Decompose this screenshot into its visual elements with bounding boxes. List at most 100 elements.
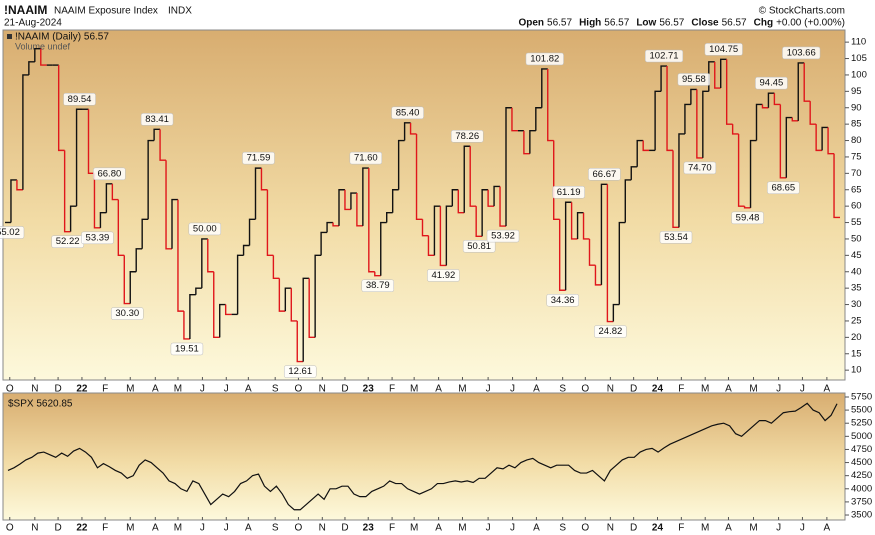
step-segment	[415, 133, 423, 220]
x-tick-label: A	[533, 523, 540, 534]
step-segment	[141, 218, 149, 249]
step-segment	[284, 287, 292, 312]
step-segment	[356, 193, 363, 227]
step-segment	[69, 205, 77, 232]
value-label-box	[704, 43, 743, 56]
y-tick-label: 3750	[851, 496, 872, 507]
step-segment	[618, 221, 626, 305]
step-segment	[636, 139, 644, 167]
x-tick-label: S	[272, 384, 279, 395]
y-tick-label: 20	[851, 332, 862, 343]
step-segment	[755, 103, 763, 141]
step-segment	[731, 124, 739, 135]
x-tick-label: M	[701, 384, 709, 395]
stat-label: Low	[636, 18, 656, 29]
stat-value: 56.57	[659, 18, 684, 29]
step-segment	[827, 127, 835, 155]
x-tick-label: 24	[652, 384, 664, 395]
step-segment	[797, 62, 805, 121]
y-tick-label: 5500	[851, 405, 872, 416]
value-label-box	[486, 229, 520, 243]
step-segment	[93, 173, 101, 229]
value-label: 12.61	[288, 366, 312, 377]
y-tick-label: 4500	[851, 457, 872, 468]
stat-label: High	[579, 18, 601, 29]
x-tick-label: J	[486, 384, 491, 395]
step-segment	[248, 218, 256, 246]
step-segment	[672, 150, 679, 229]
step-segment	[570, 202, 578, 240]
step-segment	[499, 186, 506, 227]
y-tick-label: 60	[851, 201, 862, 212]
x-tick-label: N	[319, 384, 326, 395]
step-segment	[308, 278, 316, 339]
step-segment	[260, 168, 268, 191]
step-segment	[684, 103, 691, 134]
step-segment	[606, 184, 614, 323]
value-label-box	[462, 240, 496, 253]
step-segment	[344, 189, 351, 211]
step-segment	[278, 278, 286, 312]
value-label: 61.19	[557, 187, 581, 198]
step-segment	[451, 189, 459, 207]
step-segment	[588, 238, 596, 266]
value-label: 68.65	[771, 182, 795, 193]
step-segment	[523, 130, 530, 155]
step-segment	[213, 271, 220, 339]
price-panel	[2, 29, 846, 381]
value-label: 89.54	[68, 94, 92, 105]
value-label: 19.51	[175, 343, 199, 354]
x-tick-label: O	[6, 384, 14, 395]
x-tick-label: S	[559, 523, 566, 534]
value-label: 102.71	[650, 51, 679, 62]
x-tick-label: A	[152, 523, 159, 534]
x-tick-label: 24	[652, 523, 664, 534]
x-tick-label: S	[272, 523, 279, 534]
value-label: 66.80	[97, 168, 121, 179]
step-segment	[541, 68, 548, 108]
y-tick-label: 45	[851, 250, 862, 261]
x-tick-label: D	[630, 384, 637, 395]
y-tick-label: 105	[851, 53, 867, 64]
step-segment	[254, 167, 262, 220]
step-segment	[105, 183, 113, 213]
step-segment	[749, 139, 757, 208]
y-tick-label: 3500	[851, 510, 872, 521]
step-segment	[22, 74, 29, 190]
x-tick-label: F	[678, 384, 684, 395]
value-label-box	[767, 181, 800, 195]
step-segment	[57, 65, 65, 152]
value-label: 94.45	[760, 78, 784, 89]
y-tick-label: 65	[851, 184, 862, 195]
spx-line	[7, 402, 838, 511]
step-segment	[290, 288, 298, 322]
value-label-box	[525, 52, 564, 66]
value-label: 50.81	[467, 241, 491, 252]
y-tick-label: 40	[851, 266, 862, 277]
step-segment	[666, 66, 673, 152]
step-segment	[791, 117, 799, 122]
stat-value: +0.00 (+0.00%)	[776, 18, 845, 29]
x-tick-label: O	[295, 384, 303, 395]
step-segment	[809, 101, 817, 125]
y-tick-label: 110	[851, 37, 866, 48]
value-label-box	[677, 73, 711, 86]
step-segment	[320, 231, 328, 256]
value-label-box	[645, 49, 684, 63]
x-tick-label: F	[389, 384, 395, 395]
x-tick-label: 22	[76, 384, 88, 395]
value-label: 74.70	[688, 162, 712, 173]
y-tick-label: 5000	[851, 431, 872, 442]
x-tick-label: M	[458, 384, 466, 395]
x-tick-label: F	[102, 384, 108, 395]
step-segment	[236, 254, 244, 315]
value-label-box	[731, 211, 764, 225]
step-segment	[773, 93, 781, 106]
x-tick-label: A	[435, 523, 442, 534]
y-tick-label: 70	[851, 168, 862, 179]
step-segment	[87, 109, 95, 175]
value-label-box	[450, 130, 484, 143]
x-tick-label: A	[725, 384, 732, 395]
x-tick-label: D	[54, 384, 61, 395]
value-label-box	[242, 151, 275, 165]
